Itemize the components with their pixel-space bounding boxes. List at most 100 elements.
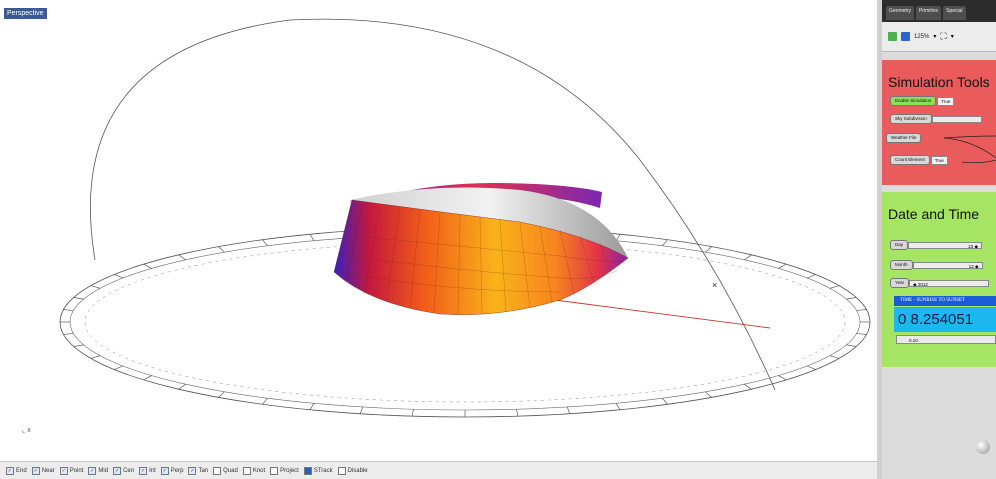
osnap-near[interactable]: ✓ Near xyxy=(31,466,55,475)
ring-tick xyxy=(63,333,74,335)
enable-simulation-toggle[interactable]: Enable Simulation xyxy=(890,96,937,106)
osnap-label: STrack xyxy=(313,467,333,474)
osnap-checkbox[interactable] xyxy=(337,466,346,475)
simulation-title: Simulation Tools xyxy=(888,74,990,90)
gh-toolbar: 125% ▾ ⛶ ▾ xyxy=(882,22,996,52)
open-file-icon[interactable] xyxy=(888,32,897,41)
osnap-checkbox[interactable] xyxy=(303,466,312,475)
ring-tick xyxy=(143,263,152,269)
sky-subdivision-component[interactable]: Sky Subdivision xyxy=(890,114,982,124)
osnap-checkbox[interactable] xyxy=(213,466,222,475)
ring-tick xyxy=(846,344,857,347)
gh-tab-bar: Geometry Primitive Special xyxy=(882,0,996,22)
ring-tick xyxy=(829,355,840,359)
osnap-label: Mid xyxy=(98,467,109,474)
ring-tick xyxy=(178,254,186,261)
osnap-label: Int xyxy=(149,467,156,474)
osnap-cen[interactable]: ✓ Cen xyxy=(113,466,135,475)
ring-tick xyxy=(218,246,225,253)
day-slider-component[interactable]: Day 22 ◆ xyxy=(890,240,983,250)
osnap-checkbox[interactable]: ✓ xyxy=(139,466,148,475)
axis-indicator-icon: ⌞ x xyxy=(22,427,31,434)
axis-label: x xyxy=(27,427,31,434)
osnap-label: Cen xyxy=(123,467,135,474)
osnap-tan[interactable]: ✓ Tan xyxy=(188,466,209,475)
gh-canvas[interactable]: Simulation Tools Enable Simulation True … xyxy=(882,52,996,479)
save-icon[interactable] xyxy=(901,32,910,41)
ring-tick xyxy=(705,246,712,253)
ring-tick xyxy=(806,365,816,370)
month-slider[interactable]: 12 ◆ xyxy=(912,261,983,269)
osnap-label: Knot xyxy=(252,467,266,474)
grasshopper-panel: Geometry Primitive Special 125% ▾ ⛶ ▾ Si… xyxy=(882,0,996,479)
osnap-checkbox[interactable]: ✓ xyxy=(31,466,40,475)
ring-tick xyxy=(90,355,101,359)
osnap-mid[interactable]: ✓ Mid xyxy=(88,466,109,475)
osnap-checkbox[interactable]: ✓ xyxy=(88,466,97,475)
ring-tick xyxy=(744,254,752,261)
osnap-perp[interactable]: ✓ Perp xyxy=(160,466,184,475)
osnap-int[interactable]: ✓ Int xyxy=(139,466,156,475)
view-dropdown-icon[interactable]: ▾ xyxy=(950,34,954,40)
weather-file-component[interactable]: Weather File xyxy=(886,133,922,143)
osnap-point[interactable]: ✓ Point xyxy=(59,466,83,475)
osnap-checkbox[interactable] xyxy=(242,466,251,475)
osnap-label: Perp xyxy=(170,467,184,474)
osnap-checkbox[interactable]: ✓ xyxy=(188,466,197,475)
simulation-group[interactable]: Simulation Tools Enable Simulation True … xyxy=(882,60,996,185)
ring-tick xyxy=(846,297,857,300)
year-label: Year xyxy=(890,278,910,288)
weather-file-label: Weather File xyxy=(886,133,922,143)
osnap-project[interactable]: Project xyxy=(270,466,299,475)
year-value: 2012 xyxy=(917,281,928,287)
tab-primitive[interactable]: Primitive xyxy=(915,6,942,20)
ring-tick xyxy=(73,344,84,347)
wires xyxy=(943,135,996,164)
year-slider-component[interactable]: Year ◆ 2012 xyxy=(890,278,990,288)
osnap-checkbox[interactable]: ✓ xyxy=(6,466,14,475)
zoom-extents-icon[interactable]: ⛶ xyxy=(940,31,947,41)
ring-tick xyxy=(856,333,867,335)
ring-tick xyxy=(73,297,84,300)
ring-tick xyxy=(262,239,268,246)
sky-subdivision-slider[interactable] xyxy=(931,115,982,123)
time-panel-value[interactable]: 0 8.254051 xyxy=(894,307,996,332)
date-time-title: Date and Time xyxy=(888,206,980,222)
ring-tick xyxy=(90,285,101,289)
tab-special[interactable]: Special xyxy=(943,6,966,20)
osnap-checkbox[interactable]: ✓ xyxy=(113,466,122,475)
ring-tick xyxy=(778,375,787,381)
ring-tick xyxy=(218,391,225,398)
month-slider-component[interactable]: Month 12 ◆ xyxy=(890,260,983,270)
ring-tick xyxy=(566,406,571,414)
osnap-quad[interactable]: Quad xyxy=(213,466,238,475)
enable-simulation-value: True xyxy=(937,96,955,106)
ring-tick xyxy=(778,263,787,269)
osnap-checkbox[interactable]: ✓ xyxy=(59,466,68,475)
year-slider[interactable]: ◆ 2012 xyxy=(909,279,990,287)
viewport-title[interactable]: Perspective xyxy=(4,8,47,19)
enable-simulation-component[interactable]: Enable Simulation True xyxy=(890,96,955,106)
ring-tick xyxy=(359,406,364,414)
zoom-level[interactable]: 125% xyxy=(914,33,930,40)
count-element-component[interactable]: Count Element True xyxy=(890,155,948,165)
zoom-dropdown-icon[interactable]: ▾ xyxy=(933,34,937,40)
time-panel-header: TIME - SUNRISE TO SUNSET xyxy=(894,296,996,306)
osnap-knot[interactable]: Knot xyxy=(242,466,266,475)
day-slider[interactable]: 22 ◆ xyxy=(908,241,983,249)
time-step-slider[interactable]: 0.10 xyxy=(896,335,996,344)
rhino-perspective-viewport[interactable]: × xyxy=(0,0,878,461)
splitter[interactable] xyxy=(877,0,882,479)
osnap-disable[interactable]: Disable xyxy=(337,466,368,475)
osnap-label: Project xyxy=(280,467,299,474)
tab-geometry[interactable]: Geometry xyxy=(886,6,914,20)
osnap-end[interactable]: ✓ End xyxy=(6,466,27,475)
ring-tick xyxy=(615,403,621,410)
osnap-checkbox[interactable] xyxy=(270,466,279,475)
ring-tick xyxy=(411,409,414,417)
osnap-label: Tan xyxy=(198,467,209,474)
day-value: 22 xyxy=(968,243,974,249)
osnap-checkbox[interactable]: ✓ xyxy=(160,466,169,475)
month-label: Month xyxy=(890,260,913,270)
osnap-strack[interactable]: STrack xyxy=(303,466,333,475)
